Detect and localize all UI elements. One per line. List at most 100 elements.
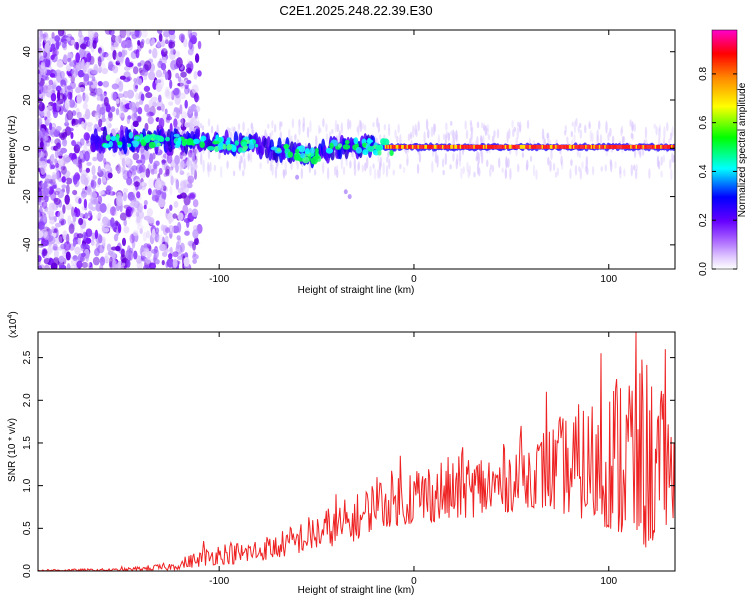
spectrogram-cell bbox=[38, 198, 41, 206]
spectrogram-cell bbox=[551, 144, 554, 149]
spectrogram-cell bbox=[103, 96, 109, 107]
spectrogram-cell bbox=[517, 121, 520, 128]
spectrogram-cell bbox=[437, 134, 441, 146]
spectrogram-cell bbox=[608, 144, 611, 149]
spectrogram-cell bbox=[154, 232, 160, 243]
spectrogram-cell bbox=[219, 165, 223, 179]
spectrogram-cell bbox=[148, 71, 156, 81]
spectrogram-cell bbox=[658, 144, 662, 149]
spectrogram-cell bbox=[179, 151, 184, 160]
spectrogram-cell bbox=[470, 121, 473, 133]
spectrogram-cell bbox=[611, 135, 615, 145]
spectrogram-cell bbox=[98, 118, 103, 128]
spectrogram-cell bbox=[247, 153, 251, 161]
spectrogram-cell bbox=[91, 165, 96, 176]
spectrogram-cell bbox=[77, 69, 85, 78]
spectrogram-cell bbox=[133, 181, 141, 187]
spectrogram-cell bbox=[44, 174, 52, 182]
spectrogram-cell bbox=[104, 164, 111, 172]
spectrogram-cell bbox=[51, 225, 55, 233]
spectrogram-cell bbox=[121, 258, 127, 264]
spectrogram-cell bbox=[67, 127, 74, 132]
spectrogram-cell bbox=[614, 160, 617, 169]
spectrogram-cell bbox=[104, 170, 111, 181]
spectrogram-cell bbox=[133, 136, 140, 140]
spectrogram-panel: -100 0 100 40 20 0 -20 -40 Height of straight … bbox=[7, 29, 676, 296]
spectrogram-cell bbox=[442, 144, 445, 149]
spectrogram-cell bbox=[496, 128, 500, 139]
spectrogram-cell bbox=[234, 140, 239, 146]
spectrogram-cell bbox=[499, 144, 502, 149]
spectrogram-cell bbox=[134, 30, 140, 38]
spectrogram-cell bbox=[607, 144, 610, 149]
snr-y-label: SNR (10 * v/v) bbox=[7, 418, 18, 482]
spectrogram-cell bbox=[401, 144, 404, 149]
spectrogram-cell bbox=[64, 99, 70, 110]
spectrogram-cell bbox=[390, 144, 393, 149]
spectrogram-cell bbox=[148, 141, 156, 149]
spectrogram-cell bbox=[130, 200, 135, 206]
spectrogram-cell bbox=[78, 117, 82, 125]
spectrogram-cell bbox=[226, 144, 233, 150]
spectrogram-cell bbox=[248, 142, 255, 150]
spectrogram-cell bbox=[44, 36, 52, 45]
spectrogram-cell bbox=[80, 224, 84, 235]
spectrogram-cell bbox=[82, 231, 87, 242]
spectrogram-cell bbox=[168, 253, 173, 260]
spectrogram-cell bbox=[491, 144, 494, 149]
spectrogram-cell bbox=[179, 104, 183, 115]
spectrogram-cell bbox=[87, 262, 91, 267]
spectrogram-cell bbox=[637, 144, 640, 149]
spectrogram-cell bbox=[51, 82, 57, 90]
spectrogram-cell bbox=[191, 208, 199, 218]
spectrogram-cell bbox=[525, 144, 528, 149]
spectrogram-cell bbox=[47, 104, 52, 111]
spectrogram-cell bbox=[624, 144, 627, 149]
spectrogram-cell bbox=[135, 85, 139, 90]
spectrogram-cell bbox=[174, 87, 181, 99]
spectrogram-cell bbox=[99, 106, 106, 115]
spectrogram-cell bbox=[345, 157, 348, 167]
spectrogram-cell bbox=[142, 231, 148, 242]
spectrogram-cell bbox=[84, 212, 89, 219]
spectrogram-cell bbox=[116, 166, 123, 174]
spectrogram-cell bbox=[547, 132, 550, 145]
spectrogram-cell bbox=[304, 148, 311, 155]
spectrogram-cell bbox=[58, 255, 65, 263]
spectrogram-cell bbox=[74, 41, 79, 50]
spectrogram-cell bbox=[96, 95, 101, 101]
spectrogram-cell bbox=[591, 165, 595, 176]
spectrogram-cell bbox=[425, 144, 428, 149]
colorbar-label: Normalized spectral amplitude bbox=[737, 82, 748, 217]
spectrogram-cell bbox=[50, 126, 57, 138]
spectrogram-cell bbox=[97, 177, 102, 186]
spectrogram-cell bbox=[94, 248, 100, 257]
spectrogram-cell bbox=[136, 215, 141, 224]
spectrogram-cell bbox=[658, 127, 661, 140]
spectrogram-cell bbox=[593, 144, 596, 149]
spectrogram-cell bbox=[648, 168, 651, 180]
spectrogram-cell bbox=[210, 125, 214, 134]
spectrogram-cell bbox=[145, 92, 153, 99]
spectrogram-cell bbox=[172, 213, 178, 219]
spectrogram-cell bbox=[143, 85, 151, 93]
spectrogram-cell bbox=[364, 162, 367, 172]
spectrogram-cell bbox=[458, 144, 461, 149]
spectrogram-cell bbox=[671, 126, 674, 137]
spectrogram-cell bbox=[187, 106, 193, 115]
spectrogram-cell bbox=[550, 150, 553, 161]
spectrogram-cell bbox=[378, 134, 382, 140]
spectrogram-cell bbox=[336, 169, 339, 178]
spectrogram-cell bbox=[180, 79, 185, 89]
spectrogram-cell bbox=[295, 174, 300, 180]
spectrogram-cell bbox=[78, 217, 84, 226]
spectrogram-cell bbox=[103, 157, 107, 165]
spectrogram-cell bbox=[55, 142, 61, 150]
spectrogram-cell bbox=[127, 115, 132, 120]
spectrogram-cell bbox=[575, 144, 578, 149]
spectrogram-cell bbox=[169, 166, 174, 171]
spectrogram-cell bbox=[38, 84, 44, 95]
spectrogram-cell bbox=[77, 159, 83, 169]
spectrogram-cell bbox=[102, 80, 110, 88]
spectrogram-cell bbox=[100, 221, 105, 227]
